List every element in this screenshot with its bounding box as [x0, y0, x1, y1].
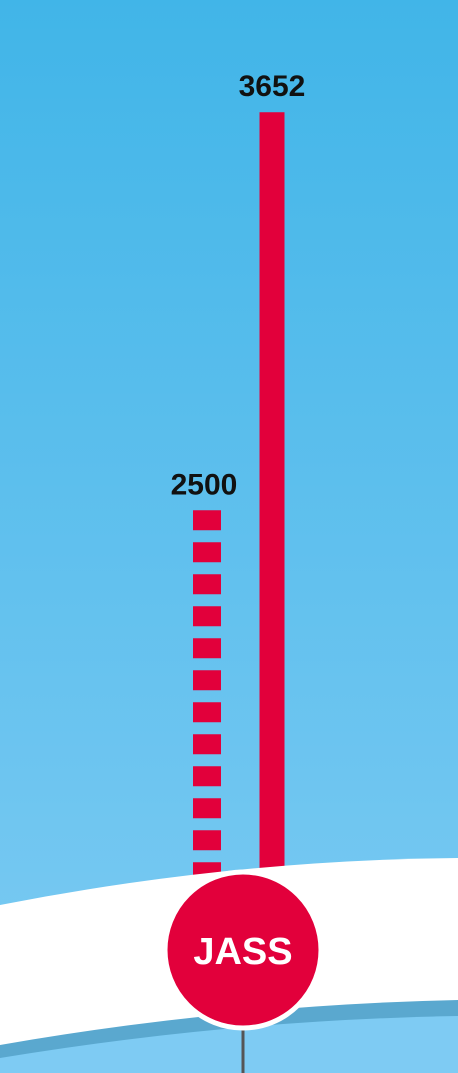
value-label: 3652: [239, 70, 306, 103]
annotation: JASS: [193, 931, 292, 973]
value-label: 2500: [171, 468, 238, 501]
ground-lower: [0, 1016, 458, 1073]
label-circle: [162, 869, 324, 1031]
